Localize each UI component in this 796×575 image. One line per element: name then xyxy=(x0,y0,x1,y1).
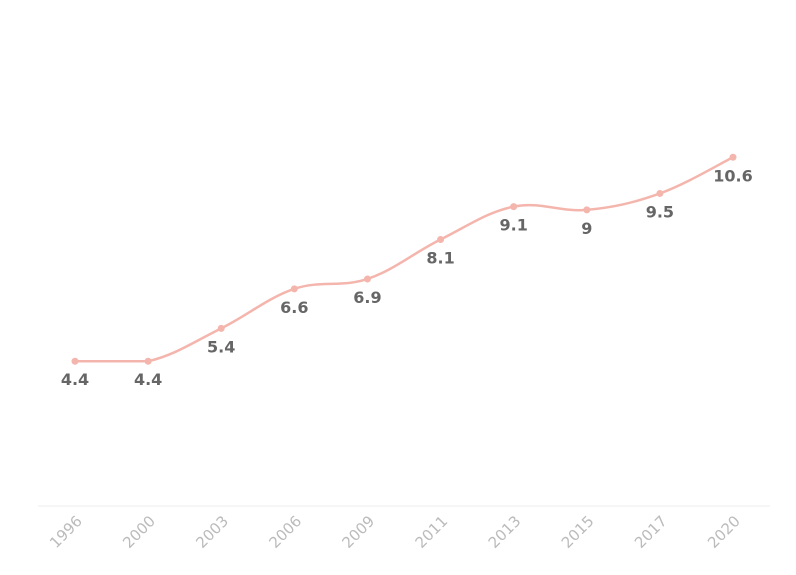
series-line xyxy=(74,156,734,363)
data-label-2000: 4.4 xyxy=(134,370,162,389)
data-point-2013 xyxy=(510,203,518,211)
data-label-1996: 4.4 xyxy=(61,370,89,389)
x-tick-2009: 2009 xyxy=(339,512,379,552)
data-label-2003: 5.4 xyxy=(207,337,235,356)
x-tick-2006: 2006 xyxy=(265,512,305,552)
data-label-2013: 9.1 xyxy=(499,216,527,235)
data-point-2015 xyxy=(583,206,591,214)
x-tick-2003: 2003 xyxy=(192,512,232,552)
data-point-1996 xyxy=(71,357,79,365)
data-markers xyxy=(71,153,737,365)
data-point-2003 xyxy=(217,324,225,332)
x-tick-2017: 2017 xyxy=(631,512,671,552)
data-label-2017: 9.5 xyxy=(646,202,674,221)
x-tick-2020: 2020 xyxy=(704,512,744,552)
data-point-2000 xyxy=(144,357,152,365)
data-label-2015: 9 xyxy=(581,219,592,238)
data-point-2020 xyxy=(729,153,737,161)
data-point-2006 xyxy=(290,285,298,293)
data-point-2009 xyxy=(363,275,371,283)
x-tick-1996: 1996 xyxy=(46,512,86,552)
data-labels: 4.4 4.4 5.4 6.6 6.9 8.1 9.1 9 9.5 10.6 xyxy=(61,166,753,389)
data-point-2017 xyxy=(656,189,664,197)
data-label-2020: 10.6 xyxy=(713,166,752,185)
x-tick-labels: 1996 2000 2003 2006 2009 2011 2013 2015 2017 2020 xyxy=(46,512,744,552)
data-point-2011 xyxy=(437,236,445,244)
data-label-2009: 6.9 xyxy=(353,288,381,307)
data-label-2006: 6.6 xyxy=(280,298,308,317)
x-tick-2013: 2013 xyxy=(485,512,525,552)
x-tick-2015: 2015 xyxy=(558,512,598,552)
x-tick-2011: 2011 xyxy=(412,512,452,552)
data-label-2011: 8.1 xyxy=(426,249,454,268)
x-tick-2000: 2000 xyxy=(119,512,159,552)
